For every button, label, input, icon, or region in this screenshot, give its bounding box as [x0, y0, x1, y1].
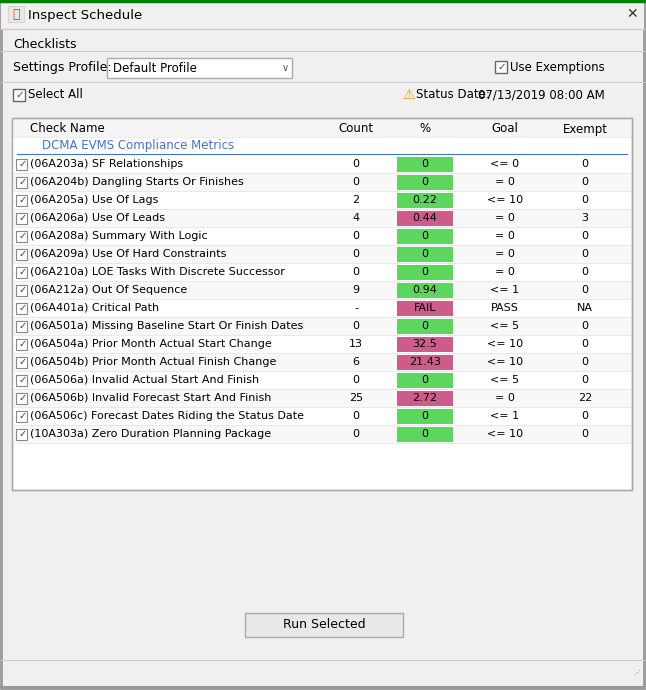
FancyBboxPatch shape — [13, 245, 631, 263]
FancyBboxPatch shape — [16, 357, 27, 368]
Text: <= 10: <= 10 — [487, 357, 523, 367]
Text: = 0: = 0 — [495, 213, 515, 223]
Text: <= 5: <= 5 — [490, 375, 519, 385]
Text: ∨: ∨ — [282, 63, 289, 73]
FancyBboxPatch shape — [13, 335, 631, 353]
FancyBboxPatch shape — [1, 1, 644, 29]
FancyBboxPatch shape — [16, 411, 27, 422]
Text: ✓: ✓ — [19, 159, 26, 169]
FancyBboxPatch shape — [397, 355, 453, 370]
Text: FAIL: FAIL — [413, 303, 436, 313]
Text: ✓: ✓ — [19, 231, 26, 241]
FancyBboxPatch shape — [16, 339, 27, 350]
FancyBboxPatch shape — [13, 407, 631, 425]
Text: 0: 0 — [353, 231, 360, 241]
Text: (06A204b) Dangling Starts Or Finishes: (06A204b) Dangling Starts Or Finishes — [30, 177, 244, 187]
Text: 0: 0 — [581, 411, 589, 421]
FancyBboxPatch shape — [13, 173, 631, 191]
Text: 6: 6 — [353, 357, 360, 367]
FancyBboxPatch shape — [13, 155, 631, 173]
Text: 0: 0 — [421, 231, 428, 241]
Text: 21.43: 21.43 — [409, 357, 441, 367]
Text: ✓: ✓ — [19, 321, 26, 331]
Text: (06A504b) Prior Month Actual Finish Change: (06A504b) Prior Month Actual Finish Chan… — [30, 357, 276, 367]
FancyBboxPatch shape — [16, 230, 27, 241]
Text: <= 1: <= 1 — [490, 411, 519, 421]
FancyBboxPatch shape — [397, 157, 453, 172]
Text: Goal: Goal — [492, 123, 519, 135]
FancyBboxPatch shape — [16, 320, 27, 331]
FancyBboxPatch shape — [245, 613, 403, 637]
FancyBboxPatch shape — [13, 353, 631, 371]
Text: 0: 0 — [421, 177, 428, 187]
Text: ✓: ✓ — [19, 339, 26, 349]
Text: 0: 0 — [581, 375, 589, 385]
Text: Check Name: Check Name — [30, 123, 105, 135]
Text: (06A209a) Use Of Hard Constraints: (06A209a) Use Of Hard Constraints — [30, 249, 226, 259]
Text: = 0: = 0 — [495, 249, 515, 259]
FancyBboxPatch shape — [16, 213, 27, 224]
Text: 25: 25 — [349, 393, 363, 403]
Text: Count: Count — [339, 123, 373, 135]
Text: 0.22: 0.22 — [413, 195, 437, 205]
Text: Exempt: Exempt — [563, 123, 607, 135]
Text: (06A501a) Missing Baseline Start Or Finish Dates: (06A501a) Missing Baseline Start Or Fini… — [30, 321, 303, 331]
Text: 0: 0 — [421, 375, 428, 385]
FancyBboxPatch shape — [16, 159, 27, 170]
Text: 0: 0 — [421, 411, 428, 421]
Text: -: - — [354, 303, 358, 313]
FancyBboxPatch shape — [13, 138, 631, 155]
FancyBboxPatch shape — [16, 248, 27, 259]
Text: 2.72: 2.72 — [413, 393, 437, 403]
FancyBboxPatch shape — [397, 228, 453, 244]
Text: = 0: = 0 — [495, 231, 515, 241]
Text: ✓: ✓ — [19, 285, 26, 295]
Text: 0: 0 — [353, 177, 360, 187]
Text: ✓: ✓ — [19, 267, 26, 277]
FancyBboxPatch shape — [16, 393, 27, 404]
FancyBboxPatch shape — [8, 6, 24, 22]
Text: Select All: Select All — [28, 88, 83, 101]
Text: (06A504a) Prior Month Actual Start Change: (06A504a) Prior Month Actual Start Chang… — [30, 339, 272, 349]
Text: Checklists: Checklists — [13, 37, 76, 50]
Text: 0: 0 — [421, 321, 428, 331]
Text: 0.94: 0.94 — [413, 285, 437, 295]
Text: 4: 4 — [353, 213, 360, 223]
Text: NA: NA — [577, 303, 593, 313]
Text: 0: 0 — [581, 249, 589, 259]
FancyBboxPatch shape — [13, 317, 631, 335]
Text: 0: 0 — [581, 429, 589, 439]
Text: ✓: ✓ — [19, 195, 26, 205]
FancyBboxPatch shape — [107, 58, 292, 78]
Text: (06A203a) SF Relationships: (06A203a) SF Relationships — [30, 159, 183, 169]
Text: ✓: ✓ — [19, 411, 26, 421]
Text: ✕: ✕ — [626, 7, 638, 21]
Text: (06A506a) Invalid Actual Start And Finish: (06A506a) Invalid Actual Start And Finis… — [30, 375, 259, 385]
FancyBboxPatch shape — [13, 389, 631, 407]
Text: <= 10: <= 10 — [487, 339, 523, 349]
Text: <= 10: <= 10 — [487, 429, 523, 439]
Text: 3: 3 — [581, 213, 589, 223]
FancyBboxPatch shape — [397, 264, 453, 279]
Text: 0: 0 — [581, 231, 589, 241]
Text: (06A210a) LOE Tasks With Discrete Successor: (06A210a) LOE Tasks With Discrete Succes… — [30, 267, 285, 277]
FancyBboxPatch shape — [397, 337, 453, 351]
FancyBboxPatch shape — [397, 193, 453, 208]
Text: Inspect Schedule: Inspect Schedule — [28, 8, 142, 21]
Text: ✓: ✓ — [19, 213, 26, 223]
Text: Default Profile: Default Profile — [113, 61, 197, 75]
Text: 0: 0 — [581, 285, 589, 295]
FancyBboxPatch shape — [397, 282, 453, 297]
Text: (10A303a) Zero Duration Planning Package: (10A303a) Zero Duration Planning Package — [30, 429, 271, 439]
FancyBboxPatch shape — [13, 425, 631, 443]
FancyBboxPatch shape — [13, 371, 631, 389]
FancyBboxPatch shape — [397, 175, 453, 190]
Text: Run Selected: Run Selected — [283, 618, 365, 631]
Text: <= 5: <= 5 — [490, 321, 519, 331]
FancyBboxPatch shape — [397, 391, 453, 406]
Text: 0: 0 — [353, 159, 360, 169]
Text: = 0: = 0 — [495, 267, 515, 277]
Text: 0: 0 — [581, 339, 589, 349]
Text: 22: 22 — [578, 393, 592, 403]
